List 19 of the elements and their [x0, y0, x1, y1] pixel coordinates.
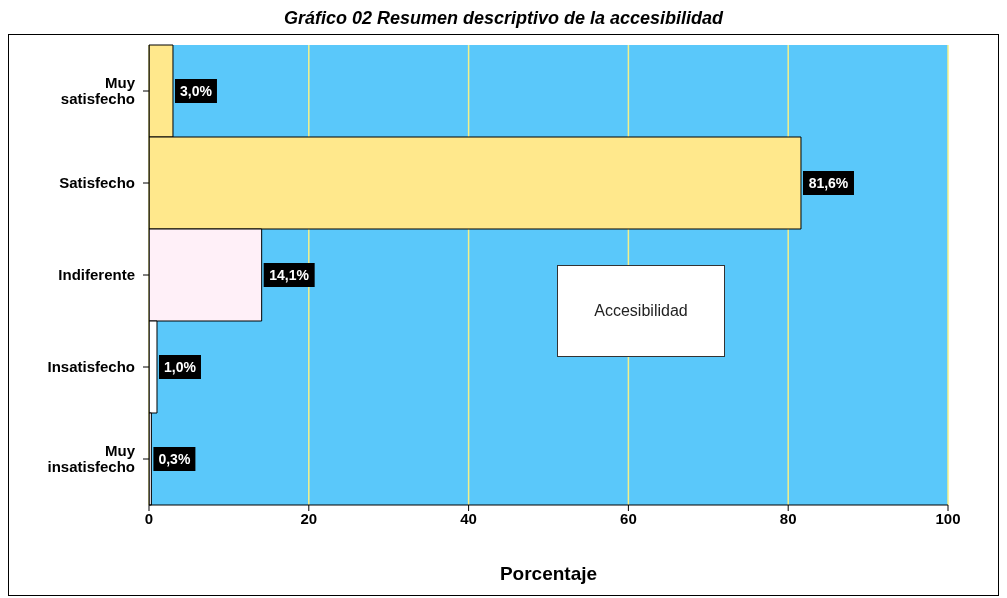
- y-tick-label: Muy insatisfecho: [47, 442, 136, 475]
- data-label: 81,6%: [808, 175, 849, 191]
- note-box: Accesibilidad: [557, 265, 725, 357]
- data-label: 3,0%: [180, 83, 213, 99]
- x-tick-label: 100: [935, 509, 961, 527]
- x-tick-label: 20: [300, 509, 318, 527]
- x-tick-label: 60: [620, 509, 637, 527]
- y-tick-label: Muy satisfecho: [60, 74, 136, 107]
- x-tick-label: 0: [144, 509, 154, 527]
- chart-title: Gráfico 02 Resumen descriptivo de la accesibilidad: [282, 8, 725, 30]
- y-tick-label: Satisfecho: [59, 174, 135, 191]
- x-tick-label: 40: [460, 509, 477, 527]
- x-tick-label: 80: [779, 509, 797, 527]
- x-axis-title: Porcentaje: [499, 563, 598, 584]
- y-tick-label: Indiferente: [58, 266, 135, 283]
- data-label: 0,3%: [158, 451, 191, 467]
- data-label: 1,0%: [164, 359, 197, 375]
- data-label: 14,1%: [269, 267, 310, 283]
- y-tick-label: Insatisfecho: [47, 358, 135, 375]
